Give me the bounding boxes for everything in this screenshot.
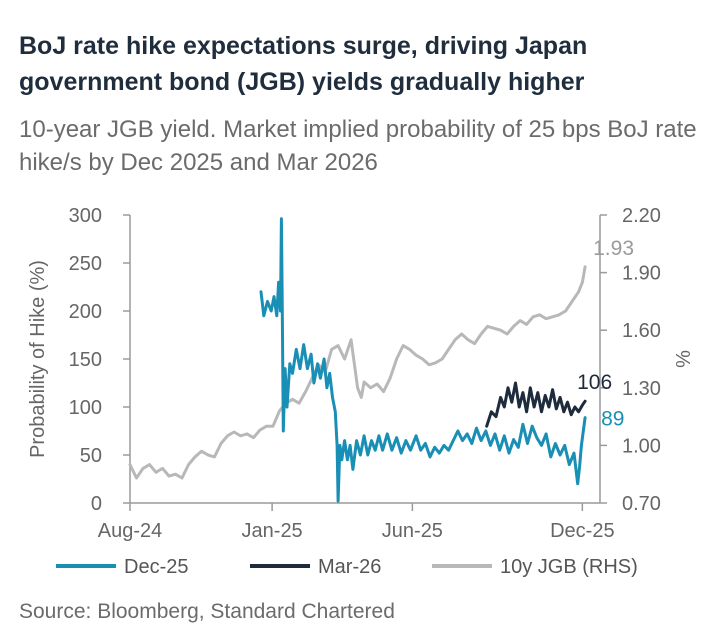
labels-group: 1.93 89 106 <box>577 237 634 431</box>
y-tick-label: 150 <box>69 349 102 371</box>
x-tick-label: Aug-24 <box>98 520 163 542</box>
y2-tick-label: 1.90 <box>622 263 661 285</box>
axes-group: 0 50 100 150 200 250 300 0.70 1.00 1.30 1.60 1.90 2.… <box>27 205 695 542</box>
legend: Dec-25 Mar-26 10y JGB (RHS) <box>56 556 638 578</box>
y2-tick-label: 1.00 <box>622 435 661 457</box>
y2-tick-label: 1.60 <box>622 320 661 342</box>
y-tick-label: 50 <box>80 445 102 467</box>
chart-subtitle: 10-year JGB yield. Market implied probab… <box>19 116 697 176</box>
legend-label: Dec-25 <box>124 556 188 578</box>
y-axis-title: Probability of Hike (%) <box>27 260 49 458</box>
y-tick-label: 0 <box>91 493 102 515</box>
y-tick-label: 100 <box>69 397 102 419</box>
y-tick-label: 250 <box>69 253 102 275</box>
x-tick-label: Jan-25 <box>242 520 303 542</box>
legend-label: 10y JGB (RHS) <box>500 556 638 578</box>
y-tick-label: 200 <box>69 301 102 323</box>
end-label: 1.93 <box>593 237 634 260</box>
y2-tick-label: 2.20 <box>622 205 661 227</box>
y2-tick-label: 0.70 <box>622 493 661 515</box>
y-tick-label: 300 <box>69 205 102 227</box>
chart-title: BoJ rate hike expectations surge, drivin… <box>19 32 588 96</box>
series-line-10y-jgb-rhs- <box>128 265 587 480</box>
series-line-dec-25 <box>259 217 587 503</box>
x-tick-label: Jun-25 <box>382 520 443 542</box>
end-label: 89 <box>601 408 624 431</box>
x-tick-label: Dec-25 <box>550 520 614 542</box>
y2-tick-label: 1.30 <box>622 378 661 400</box>
end-label: 106 <box>577 371 612 394</box>
legend-label: Mar-26 <box>318 556 381 578</box>
series-line-mar-26 <box>485 381 587 428</box>
y2-axis-title: % <box>673 350 695 368</box>
source-note: Source: Bloomberg, Standard Chartered <box>19 600 395 623</box>
series-group <box>128 217 587 503</box>
